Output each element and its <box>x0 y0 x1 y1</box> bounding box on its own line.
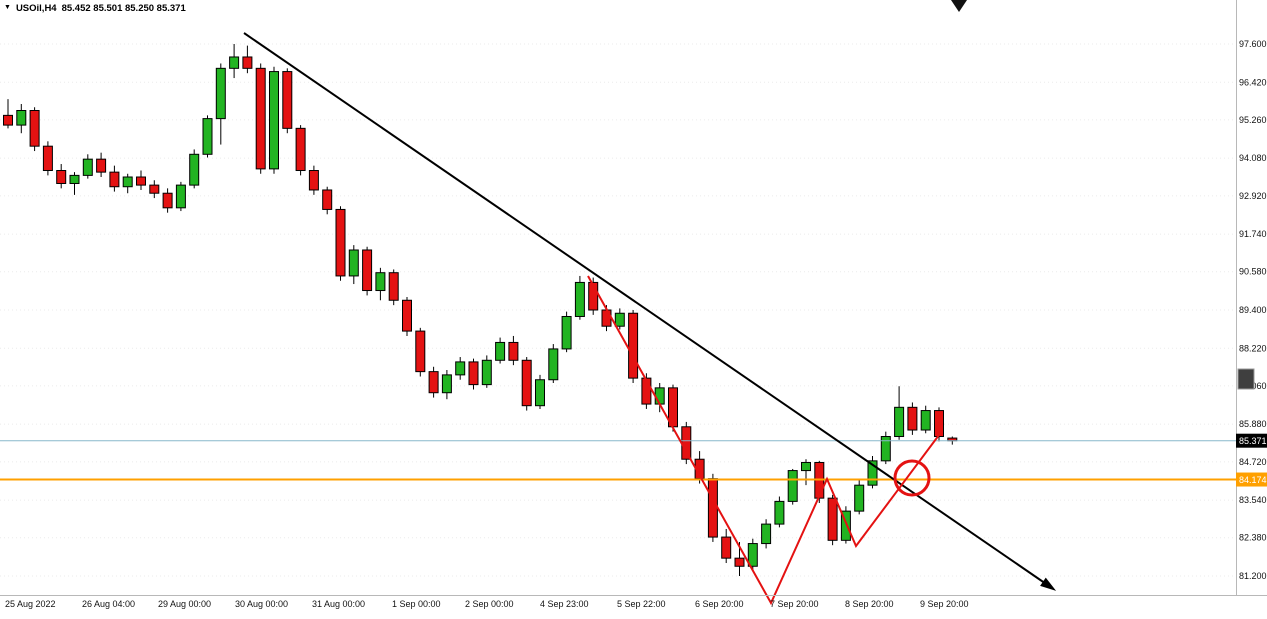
time-axis-label: 5 Sep 22:00 <box>617 599 666 609</box>
price-axis-label: 94.080 <box>1239 153 1267 163</box>
time-axis-label: 29 Aug 00:00 <box>158 599 211 609</box>
grid-lines <box>0 43 1236 577</box>
breakout-highlight-circle[interactable] <box>893 459 931 497</box>
bid-line-price-tag: 85.371 <box>1236 433 1267 448</box>
price-axis-label: 83.540 <box>1239 495 1267 505</box>
candlestick-series <box>3 44 958 576</box>
time-axis-label: 6 Sep 20:00 <box>695 599 744 609</box>
time-axis-label: 25 Aug 2022 <box>5 599 56 609</box>
price-axis-label: 92.920 <box>1239 191 1267 201</box>
time-axis-label: 1 Sep 00:00 <box>392 599 441 609</box>
trendline-arrowhead <box>1040 577 1057 591</box>
symbol-timeframe-label: USOil,H4 <box>15 3 57 14</box>
symbol-header: ▼ USOil,H4 85.452 85.501 85.250 85.371 <box>4 3 186 14</box>
price-axis-label: 95.260 <box>1239 115 1267 125</box>
price-axis-label: 88.220 <box>1239 343 1267 353</box>
time-axis: 25 Aug 2022 26 Aug 04:00 29 Aug 00:00 30 Au… <box>5 599 969 609</box>
price-axis-label: 85.880 <box>1239 419 1267 429</box>
svg-text:84.174: 84.174 <box>1239 475 1267 485</box>
descending-trendline[interactable] <box>243 32 1057 591</box>
price-axis-label: 97.600 <box>1239 39 1267 49</box>
price-axis-label: 84.720 <box>1239 457 1267 467</box>
time-axis-label: 9 Sep 20:00 <box>920 599 969 609</box>
time-axis-label: 7 Sep 20:00 <box>770 599 819 609</box>
support-line-price-tag: 84.174 <box>1236 472 1267 487</box>
price-axis-label: 82.380 <box>1239 533 1267 543</box>
price-axis-label: 96.420 <box>1239 77 1267 87</box>
chart-shift-marker <box>951 0 967 12</box>
current-bar-ohlc: 85.452 85.501 85.250 85.371 <box>61 3 186 14</box>
zigzag-pattern-line[interactable] <box>587 275 943 606</box>
svg-text:85.371: 85.371 <box>1239 436 1267 446</box>
time-axis-label: 31 Aug 00:00 <box>312 599 365 609</box>
price-axis-label: 91.740 <box>1239 229 1267 239</box>
time-axis-label: 4 Sep 23:00 <box>540 599 589 609</box>
price-axis: 97.600 96.420 95.260 94.080 92.920 91.740 90.5… <box>1239 39 1267 581</box>
time-axis-label: 2 Sep 00:00 <box>465 599 514 609</box>
price-axis-label: 89.400 <box>1239 305 1267 315</box>
time-axis-label: 26 Aug 04:00 <box>82 599 135 609</box>
symbol-dropdown-icon[interactable]: ▼ <box>4 4 11 11</box>
time-axis-label: 30 Aug 00:00 <box>235 599 288 609</box>
time-axis-label: 8 Sep 20:00 <box>845 599 894 609</box>
price-axis-marker <box>1237 368 1255 390</box>
price-axis-label: 81.200 <box>1239 571 1267 581</box>
price-axis-label: 90.580 <box>1239 267 1267 277</box>
